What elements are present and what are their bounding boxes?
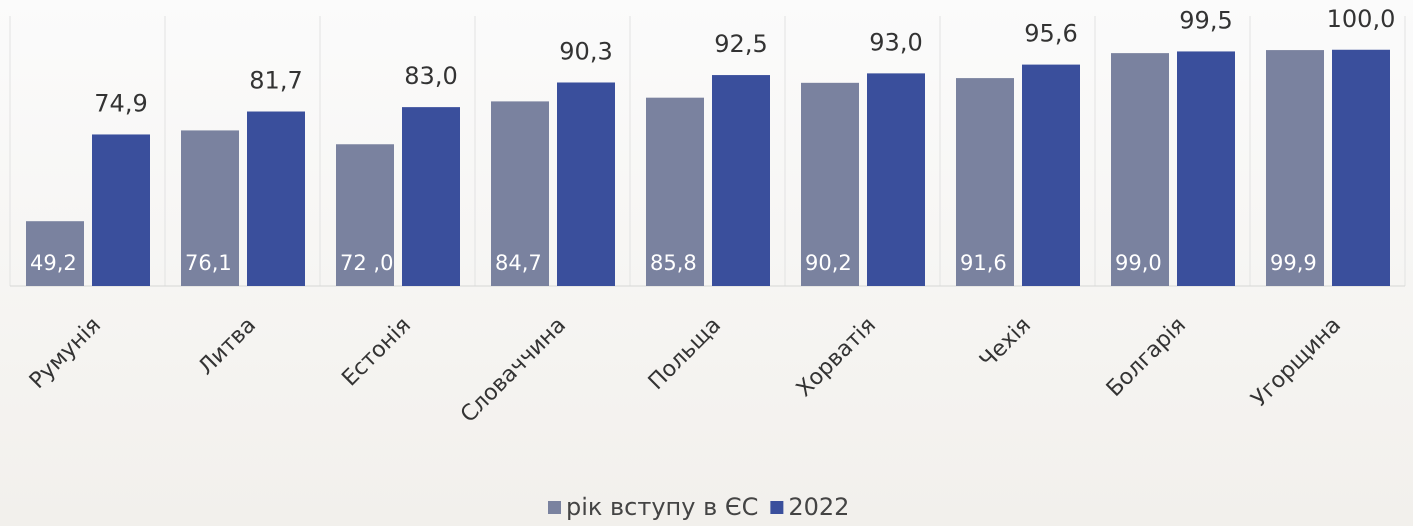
- value-label: 84,7: [495, 251, 542, 275]
- value-label: 81,7: [249, 67, 302, 95]
- value-label: 91,6: [960, 251, 1007, 275]
- value-label: 90,2: [805, 251, 852, 275]
- bar: [1332, 49, 1390, 286]
- value-label: 49,2: [30, 251, 77, 275]
- x-tick-label: Румунія: [25, 313, 106, 394]
- value-label: 90,3: [559, 37, 612, 65]
- bar: [181, 130, 239, 286]
- value-label: 72 ,0: [340, 251, 393, 275]
- value-label: 99,9: [1270, 251, 1317, 275]
- legend-swatch: [770, 501, 784, 514]
- x-tick-label: Хорватія: [792, 313, 881, 402]
- bar: [1266, 50, 1324, 287]
- bar: [557, 82, 615, 286]
- bar: [26, 221, 84, 286]
- value-label: 93,0: [869, 28, 922, 56]
- bar: [712, 75, 770, 286]
- x-tick-label: Угорщина: [1247, 313, 1346, 412]
- value-label: 92,5: [714, 30, 767, 58]
- x-tick-label: Словаччина: [456, 313, 571, 428]
- bar: [867, 73, 925, 286]
- value-label: 83,0: [404, 62, 457, 90]
- bar: [247, 111, 305, 286]
- bar: [336, 144, 394, 286]
- bar: [801, 82, 859, 286]
- bar: [1022, 64, 1080, 286]
- legend-swatch: [548, 501, 561, 514]
- x-tick-label: Литва: [194, 313, 261, 380]
- bar: [956, 78, 1014, 286]
- bar: [1177, 51, 1235, 286]
- bar: [491, 101, 549, 286]
- value-label: 74,9: [94, 89, 147, 117]
- x-tick-label: Естонія: [337, 313, 415, 391]
- x-tick-label: Польща: [644, 313, 726, 395]
- value-label: 99,0: [1115, 251, 1162, 275]
- value-label: 85,8: [650, 251, 697, 275]
- legend-label: рік вступу в ЄС: [566, 493, 758, 521]
- legend-label: 2022: [788, 493, 849, 521]
- value-label: 95,6: [1024, 20, 1077, 48]
- value-label: 100,0: [1327, 5, 1396, 33]
- x-tick-label: Чехія: [975, 313, 1036, 374]
- bar: [1111, 53, 1169, 286]
- x-tick-label: Болгарія: [1102, 313, 1191, 402]
- bar: [402, 107, 460, 286]
- value-label: 99,5: [1179, 6, 1232, 34]
- bar: [92, 134, 150, 286]
- value-label: 76,1: [185, 251, 232, 275]
- bar: [646, 97, 704, 286]
